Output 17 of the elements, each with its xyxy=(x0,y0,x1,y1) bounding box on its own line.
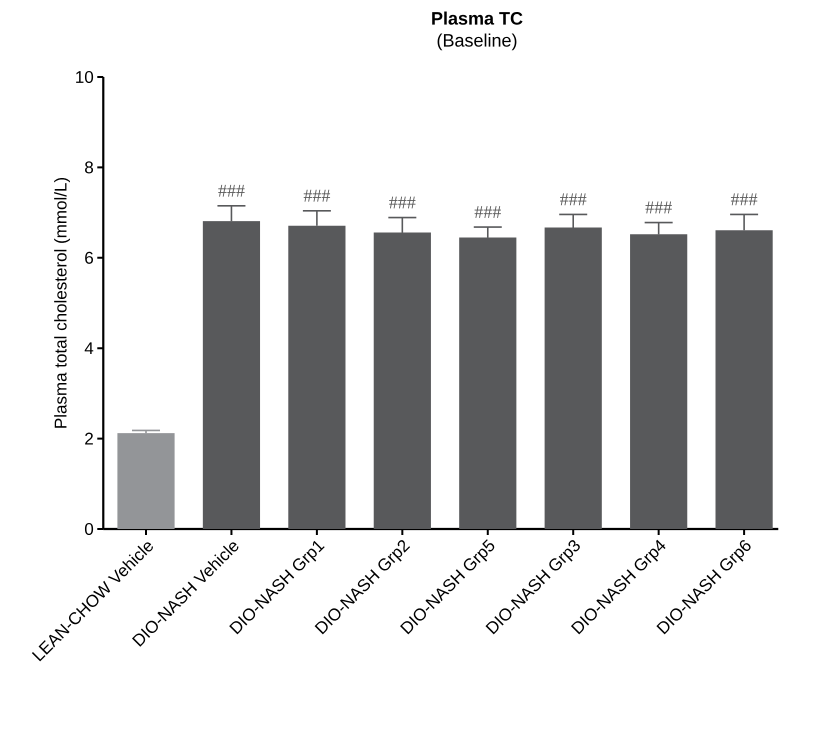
y-tick-label: 4 xyxy=(84,342,94,354)
y-tick-label: 10 xyxy=(76,70,94,84)
chart-title: Plasma TC xyxy=(432,12,523,25)
y-tick-label: 8 xyxy=(85,161,94,174)
chart-subtitle: (Baseline) xyxy=(438,34,516,50)
bar xyxy=(117,433,175,529)
annotation: ### xyxy=(474,206,501,218)
annotation: ### xyxy=(389,196,416,208)
y-tick-label: 6 xyxy=(85,252,93,264)
y-tick-label: 0 xyxy=(84,522,94,536)
annotation: ### xyxy=(730,193,758,206)
y-axis-title: Plasma total cholesterol (mmol/L) xyxy=(54,178,70,428)
annotation: ### xyxy=(218,184,245,197)
annotation: ### xyxy=(560,193,586,206)
y-tick-label: 2 xyxy=(85,432,93,445)
annotation: ### xyxy=(645,202,672,214)
annotation: ### xyxy=(304,190,330,202)
